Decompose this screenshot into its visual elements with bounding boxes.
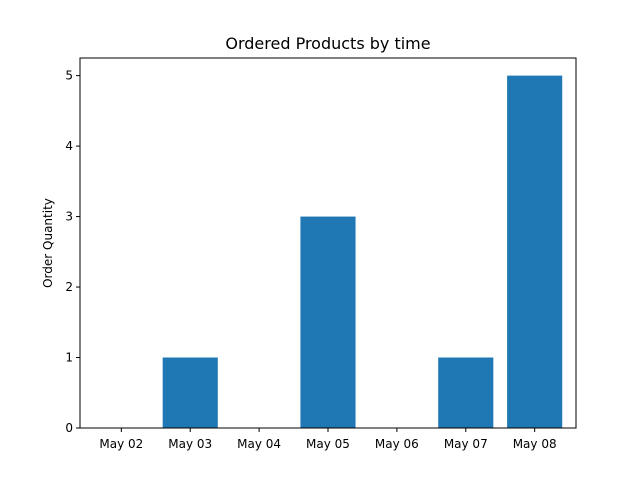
x-tick-label: May 07 xyxy=(444,437,488,451)
bars-group xyxy=(162,75,563,429)
y-tick-label: 0 xyxy=(65,421,73,435)
x-tick-label: May 03 xyxy=(168,437,212,451)
x-tick-label: May 08 xyxy=(513,437,557,451)
y-tick-label: 5 xyxy=(65,69,73,83)
y-ticks-group: 0 1 2 3 4 5 xyxy=(65,69,80,435)
x-tick-label: May 04 xyxy=(237,437,281,451)
y-tick-label: 4 xyxy=(65,139,73,153)
y-axis-label: Order Quantity xyxy=(41,198,55,288)
y-tick-label: 1 xyxy=(65,351,73,365)
y-tick-label: 3 xyxy=(65,210,73,224)
bar-may-08 xyxy=(507,75,563,429)
x-tick-label: May 05 xyxy=(306,437,350,451)
x-ticks-group: May 02 May 03 May 04 May 05 May 06 May 07 May … xyxy=(99,428,557,451)
bar-may-07 xyxy=(438,357,494,428)
plot-frame xyxy=(79,57,577,429)
x-tick-label: May 06 xyxy=(375,437,419,451)
bar-may-03 xyxy=(162,357,218,428)
y-tick-label: 2 xyxy=(65,280,73,294)
x-tick-label: May 02 xyxy=(99,437,143,451)
bar-may-05 xyxy=(300,216,356,428)
chart-title: Ordered Products by time xyxy=(225,34,430,53)
